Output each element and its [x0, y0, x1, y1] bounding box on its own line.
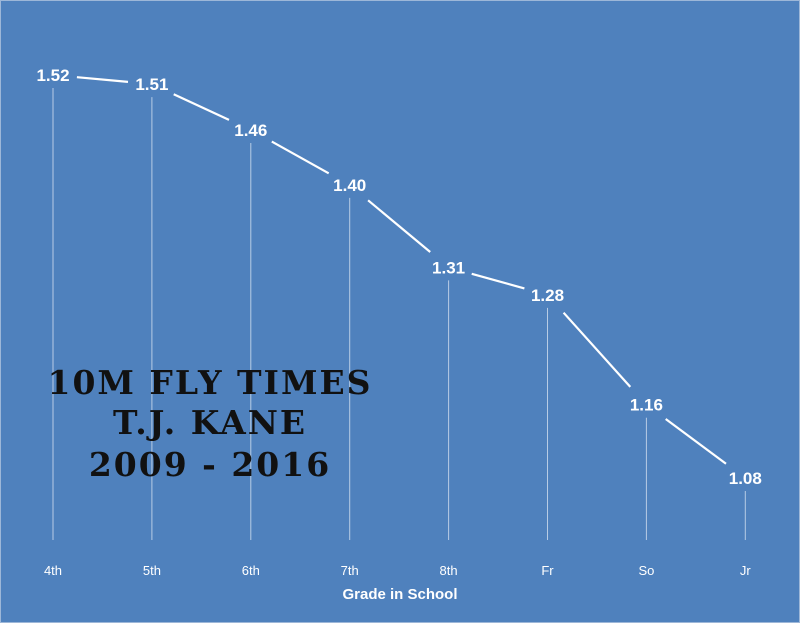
data-label: 1.08 [729, 469, 762, 488]
x-tick-label: Jr [740, 563, 752, 578]
title-line-2: T.J. KANE [113, 403, 307, 442]
x-tick-labels: 4th 5th 6th 7th 8th Fr So Jr [44, 563, 751, 578]
x-tick-label: 7th [341, 563, 359, 578]
chart-title: 10M FLY TIMES T.J. KANE 2009 - 2016 [47, 363, 372, 484]
data-label: 1.51 [135, 75, 168, 94]
data-labels: 1.52 1.51 1.46 1.40 1.31 1.28 1.16 1.08 [36, 66, 761, 488]
x-tick-label: So [638, 563, 654, 578]
x-tick-label: 6th [242, 563, 260, 578]
data-label: 1.52 [36, 66, 69, 85]
x-axis-title: Grade in School [342, 586, 457, 603]
data-label: 1.16 [630, 396, 663, 415]
x-tick-label: Fr [541, 563, 554, 578]
x-tick-label: 5th [143, 563, 161, 578]
title-line-1: 10M FLY TIMES [47, 363, 372, 402]
x-tick-label: 8th [440, 563, 458, 578]
data-label: 1.28 [531, 286, 564, 305]
x-tick-label: 4th [44, 563, 62, 578]
data-label: 1.31 [432, 258, 465, 277]
series-line [76, 76, 727, 465]
title-line-3: 2009 - 2016 [89, 445, 331, 484]
data-label: 1.40 [333, 176, 366, 195]
drop-lines [52, 88, 746, 540]
data-label: 1.46 [234, 121, 267, 140]
